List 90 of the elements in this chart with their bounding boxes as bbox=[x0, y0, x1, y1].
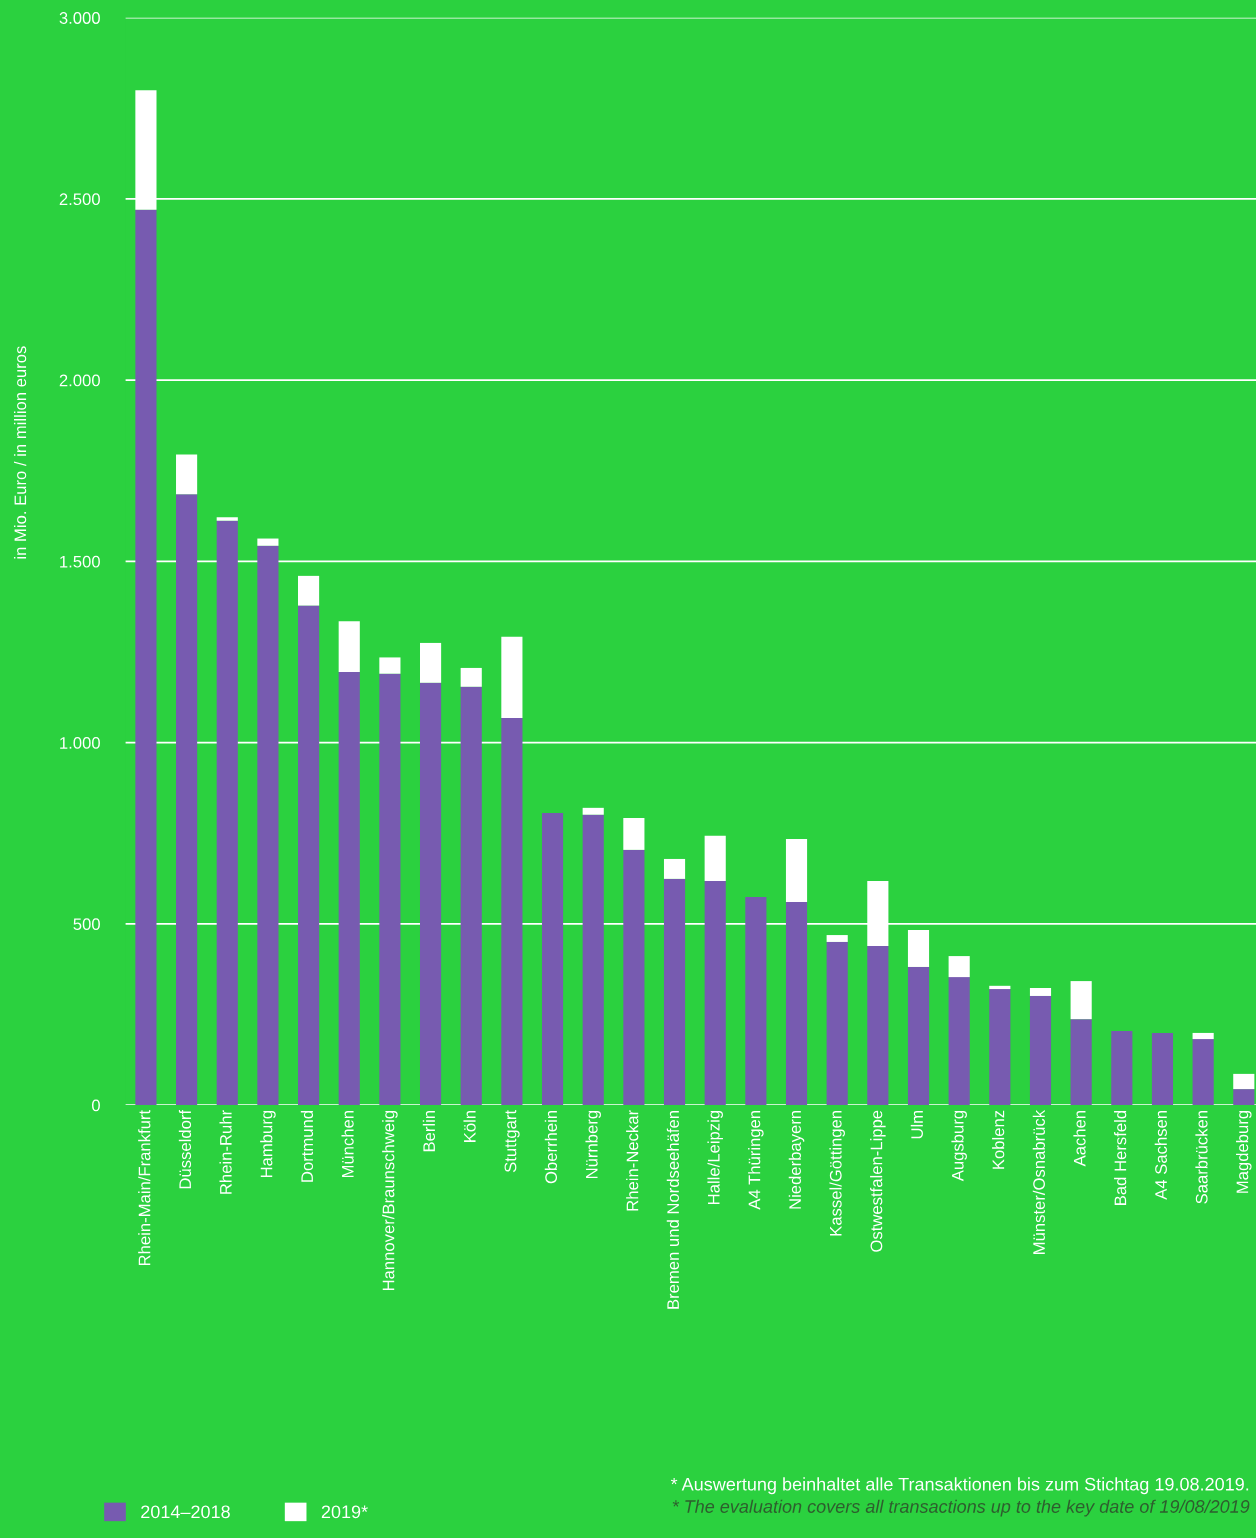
bar bbox=[826, 941, 848, 1106]
x-tick-label: Stuttgart bbox=[504, 1110, 520, 1173]
x-tick-label: Saarbrücken bbox=[1195, 1110, 1208, 1204]
x-tick-label: Nürnberg bbox=[585, 1110, 601, 1179]
bar bbox=[663, 878, 686, 1106]
x-tick-label: A4 Sachsen bbox=[1154, 1110, 1167, 1200]
bar bbox=[135, 209, 157, 1106]
y-tick-label: 500 bbox=[73, 918, 100, 931]
legend-label: 2019* bbox=[321, 1505, 368, 1519]
bar bbox=[257, 545, 279, 1106]
bar bbox=[663, 858, 686, 879]
bar bbox=[1233, 1073, 1255, 1090]
x-tick-label: Ostwestfalen-Lippe bbox=[870, 1110, 886, 1252]
x-tick-label: Rhein-Main/Frankfurt bbox=[138, 1110, 151, 1266]
x-tick-label: Bad Hersfeld bbox=[1114, 1110, 1127, 1205]
bar bbox=[989, 985, 1011, 990]
bar bbox=[989, 989, 1011, 1106]
x-tick-label: München bbox=[341, 1110, 354, 1178]
bar bbox=[216, 517, 238, 521]
bar bbox=[826, 935, 848, 942]
text: * Auswertung beinhaltet alle Transaktionen bis zum Stichtag 19.08.2019. bbox=[670, 1477, 1249, 1495]
x-tick-label: Halle/Leipzig bbox=[707, 1110, 723, 1204]
bar bbox=[338, 621, 360, 672]
y-tick-label: 3.000 bbox=[59, 12, 100, 24]
bar bbox=[623, 849, 645, 1106]
x-tick-label: Düsseldorf bbox=[178, 1109, 192, 1189]
x-tick-label: Hamburg bbox=[260, 1110, 276, 1178]
bar bbox=[176, 454, 198, 495]
bar bbox=[785, 839, 808, 903]
y-tick-label: 1.500 bbox=[60, 555, 100, 568]
y-tick-label: 1.000 bbox=[60, 737, 100, 749]
bar bbox=[419, 642, 442, 683]
bar bbox=[907, 966, 930, 1106]
bar bbox=[501, 636, 523, 718]
text: * The evaluation covers all transactions up to the key date of 19/08/2019 bbox=[672, 1499, 1250, 1517]
bar bbox=[257, 538, 279, 546]
x-tick-label: Aachen bbox=[1073, 1110, 1086, 1167]
bar bbox=[176, 494, 198, 1106]
x-tick-label: Ulm bbox=[910, 1111, 923, 1139]
bar bbox=[501, 717, 523, 1106]
bar bbox=[867, 945, 889, 1106]
x-tick-label: Koblenz bbox=[992, 1110, 1005, 1169]
legend-label: 2014–2018 bbox=[141, 1505, 230, 1519]
x-tick-label: Hannover/Braunschweig bbox=[382, 1110, 398, 1291]
x-tick-label: Bremen und Nordseehäfen bbox=[666, 1110, 680, 1309]
y-tick-label: 2.500 bbox=[59, 193, 100, 206]
x-tick-label: A4 Thüringen bbox=[748, 1110, 764, 1210]
bar bbox=[1192, 1032, 1214, 1040]
x-tick-label: Magdeburg bbox=[1236, 1110, 1252, 1193]
x-tick-label: Berlin bbox=[422, 1110, 436, 1152]
x-tick-label: Kassel/Göttingen bbox=[829, 1110, 845, 1236]
bar bbox=[460, 667, 482, 687]
bar bbox=[704, 881, 726, 1106]
x-tick-label: Augsburg bbox=[951, 1110, 967, 1182]
x-tick-label: Köln bbox=[463, 1110, 476, 1142]
bar bbox=[1151, 1032, 1174, 1106]
bar bbox=[1192, 1039, 1214, 1106]
bar bbox=[1029, 995, 1052, 1106]
bar bbox=[379, 657, 401, 674]
bar bbox=[298, 575, 320, 606]
x-tick-label: Rhein-Neckar bbox=[626, 1110, 639, 1211]
bar bbox=[704, 835, 726, 882]
bar bbox=[623, 817, 645, 850]
bar bbox=[338, 671, 360, 1106]
bar bbox=[948, 956, 970, 978]
bar bbox=[1070, 1019, 1092, 1106]
bar bbox=[582, 814, 604, 1106]
x-tick-label: Dortmund bbox=[300, 1110, 314, 1182]
bar bbox=[1070, 981, 1092, 1020]
bar bbox=[582, 807, 604, 815]
y-tick-label: 2.000 bbox=[59, 374, 100, 387]
bar bbox=[216, 520, 238, 1106]
x-tick-label: Rhein-Ruhr bbox=[219, 1110, 232, 1194]
bar bbox=[1111, 1031, 1133, 1106]
x-tick-label: Oberrhein bbox=[544, 1110, 558, 1184]
bar bbox=[298, 605, 320, 1106]
y-tick-label: 0 bbox=[91, 1099, 100, 1112]
bar bbox=[745, 897, 767, 1106]
bar bbox=[1233, 1089, 1255, 1106]
x-tick-label: Niederbayern bbox=[788, 1110, 805, 1209]
bar bbox=[460, 686, 482, 1106]
x-tick-label: Münster/Osnabrück bbox=[1032, 1109, 1045, 1254]
bar bbox=[948, 977, 970, 1106]
bar bbox=[1029, 987, 1052, 996]
bar bbox=[419, 682, 442, 1106]
y-axis-title: in Mio. Euro / in million euros bbox=[13, 346, 27, 559]
bar bbox=[785, 902, 808, 1106]
bar bbox=[541, 812, 564, 1106]
bar bbox=[907, 929, 930, 967]
bar bbox=[379, 673, 401, 1106]
